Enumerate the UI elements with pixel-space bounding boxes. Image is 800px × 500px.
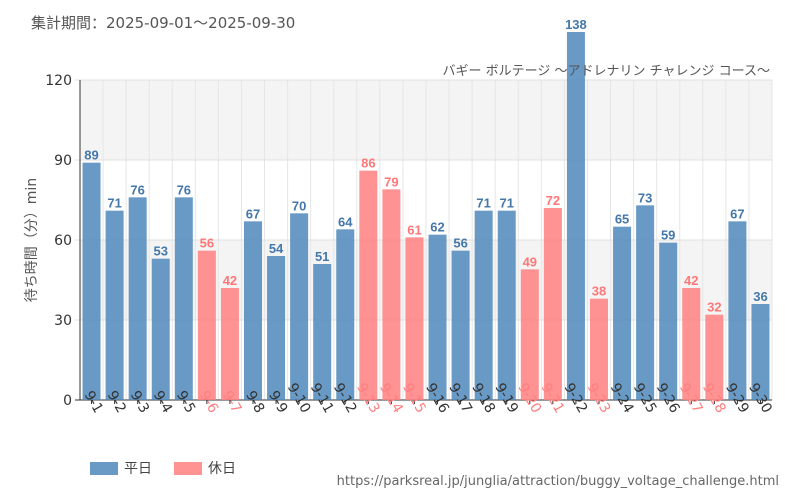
x-tick-label: 9-27 bbox=[676, 380, 706, 416]
legend-weekday-swatch bbox=[90, 461, 118, 475]
bar-9-13 bbox=[359, 170, 378, 400]
data-label: 73 bbox=[638, 190, 652, 205]
bar-9-7 bbox=[220, 288, 239, 400]
bar-9-10 bbox=[290, 213, 309, 400]
y-tick-label: 0 bbox=[63, 393, 72, 409]
legend-holiday-label: 休日 bbox=[208, 461, 236, 477]
legend: 平日 休日 bbox=[90, 458, 236, 478]
y-tick-label: 60 bbox=[54, 233, 72, 249]
data-label: 32 bbox=[707, 300, 721, 315]
data-label: 70 bbox=[292, 198, 306, 213]
data-label: 61 bbox=[407, 222, 421, 237]
y-axis-label: 待ち時間（分）min bbox=[24, 178, 40, 302]
x-tick-label: 9-13 bbox=[353, 380, 383, 416]
data-label: 76 bbox=[130, 182, 144, 197]
bar-9-20 bbox=[520, 269, 539, 400]
data-label: 67 bbox=[246, 206, 260, 221]
x-tick-label: 9-15 bbox=[399, 380, 429, 416]
data-label: 71 bbox=[107, 196, 121, 211]
data-label: 56 bbox=[200, 236, 214, 251]
data-label: 71 bbox=[476, 196, 490, 211]
x-tick-label: 9-17 bbox=[445, 380, 475, 416]
bar-9-18 bbox=[474, 210, 493, 400]
x-tick-label: 9-28 bbox=[699, 380, 729, 416]
bar-9-29 bbox=[728, 221, 747, 400]
data-label: 62 bbox=[430, 220, 444, 235]
x-tick-label: 9-11 bbox=[307, 380, 337, 416]
data-label: 53 bbox=[153, 244, 167, 259]
y-tick-label: 30 bbox=[54, 313, 72, 329]
y-tick-label: 120 bbox=[45, 73, 72, 89]
x-tick-label: 9-21 bbox=[538, 380, 568, 416]
period-title: 集計期間：2025-09-01～2025-09-30 bbox=[31, 14, 296, 32]
data-label: 42 bbox=[223, 273, 237, 288]
bar-9-19 bbox=[497, 210, 516, 400]
bar-9-28 bbox=[705, 314, 724, 400]
x-tick-label: 9-23 bbox=[584, 380, 614, 416]
bar-9-17 bbox=[451, 250, 470, 400]
data-label: 67 bbox=[730, 206, 744, 221]
legend-weekday: 平日 bbox=[90, 458, 152, 478]
x-tick-label: 9-20 bbox=[514, 380, 544, 416]
bar-9-12 bbox=[336, 229, 355, 400]
bar-9-24 bbox=[613, 226, 632, 400]
data-label: 72 bbox=[546, 193, 560, 208]
bar-9-8 bbox=[244, 221, 262, 400]
data-label: 56 bbox=[453, 236, 467, 251]
legend-holiday-swatch bbox=[174, 461, 202, 475]
bar-9-26 bbox=[659, 242, 678, 400]
source-url[interactable]: https://parksreal.jp/junglia/attraction/… bbox=[336, 474, 779, 489]
bar-9-4 bbox=[151, 258, 170, 400]
data-label: 54 bbox=[269, 241, 284, 256]
legend-weekday-label: 平日 bbox=[124, 461, 152, 477]
x-tick-label: 9-16 bbox=[422, 380, 452, 416]
bar-9-11 bbox=[313, 264, 332, 400]
x-tick-label: 9-24 bbox=[607, 380, 637, 416]
bar-9-22 bbox=[566, 32, 585, 400]
bar-9-5 bbox=[174, 197, 193, 400]
x-tick-label: 9-12 bbox=[330, 380, 360, 416]
bar-9-30 bbox=[751, 304, 770, 400]
x-tick-label: 9-19 bbox=[491, 380, 521, 416]
bar-9-21 bbox=[543, 208, 562, 400]
data-label: 86 bbox=[361, 156, 375, 171]
data-label: 38 bbox=[592, 284, 606, 299]
bar-9-25 bbox=[636, 205, 655, 400]
x-tick-label: 9-26 bbox=[653, 380, 683, 416]
bar-9-14 bbox=[382, 189, 401, 400]
bar-9-2 bbox=[105, 210, 124, 400]
data-label: 71 bbox=[499, 196, 513, 211]
data-label: 138 bbox=[565, 17, 587, 32]
y-tick-label: 90 bbox=[54, 153, 72, 169]
x-tick-label: 9-29 bbox=[722, 380, 752, 416]
data-label: 42 bbox=[684, 273, 698, 288]
bar-9-16 bbox=[428, 234, 447, 400]
attraction-subtitle: バギー ボルテージ ～アドレナリン チャレンジ コース～ bbox=[442, 64, 771, 79]
data-label: 49 bbox=[523, 254, 537, 269]
bar-9-23 bbox=[590, 298, 608, 400]
x-tick-label: 9-10 bbox=[284, 380, 314, 416]
x-tick-label: 9-30 bbox=[745, 380, 775, 416]
x-tick-label: 9-14 bbox=[376, 380, 406, 416]
x-tick-label: 9-25 bbox=[630, 380, 660, 416]
bar-9-15 bbox=[405, 237, 424, 400]
bar-9-27 bbox=[682, 288, 701, 400]
legend-holiday: 休日 bbox=[174, 458, 236, 478]
data-label: 79 bbox=[384, 174, 398, 189]
bar-9-6 bbox=[197, 250, 216, 400]
data-label: 76 bbox=[177, 182, 191, 197]
data-label: 89 bbox=[84, 148, 98, 163]
x-tick-label: 9-22 bbox=[561, 380, 591, 416]
data-label: 59 bbox=[661, 228, 675, 243]
data-label: 51 bbox=[315, 249, 329, 264]
x-tick-label: 9-18 bbox=[468, 380, 498, 416]
bar-9-1 bbox=[82, 162, 101, 400]
bar-9-3 bbox=[128, 197, 147, 400]
data-label: 64 bbox=[338, 214, 353, 229]
bar-9-9 bbox=[267, 256, 286, 400]
data-label: 36 bbox=[753, 289, 767, 304]
data-label: 65 bbox=[615, 212, 629, 227]
